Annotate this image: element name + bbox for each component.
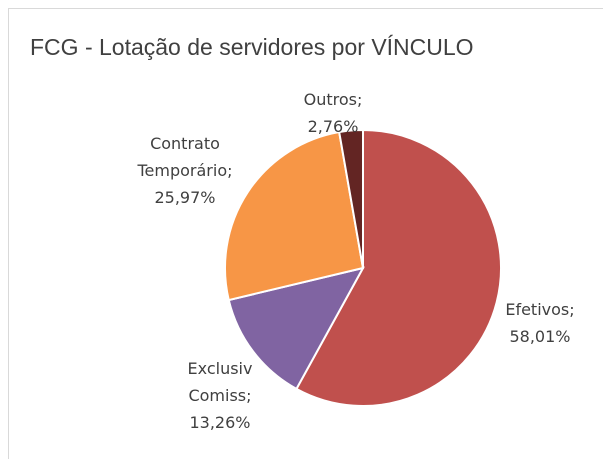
label-category: Exclusiv Comiss; xyxy=(187,359,253,405)
label-value: 58,01% xyxy=(509,327,571,346)
label-value: 13,26% xyxy=(189,413,251,432)
data-label: Exclusiv Comiss; 13,26% xyxy=(160,355,280,436)
pie-slice xyxy=(295,128,502,407)
data-label: Contrato Temporário; 25,97% xyxy=(115,130,255,211)
pie-slice xyxy=(338,128,364,269)
label-category: Contrato Temporário; xyxy=(137,134,233,180)
pie-slice xyxy=(224,130,365,302)
label-category: Outros; xyxy=(303,90,363,109)
data-label: Outros; 2,76% xyxy=(283,86,383,140)
pie-slice xyxy=(227,266,365,391)
data-label: Efetivos; 58,01% xyxy=(480,296,600,350)
label-value: 25,97% xyxy=(154,188,216,207)
label-value: 2,76% xyxy=(307,117,359,136)
chart-title: FCG - Lotação de servidores por VÍNCULO xyxy=(30,34,474,60)
label-category: Efetivos; xyxy=(505,300,575,319)
